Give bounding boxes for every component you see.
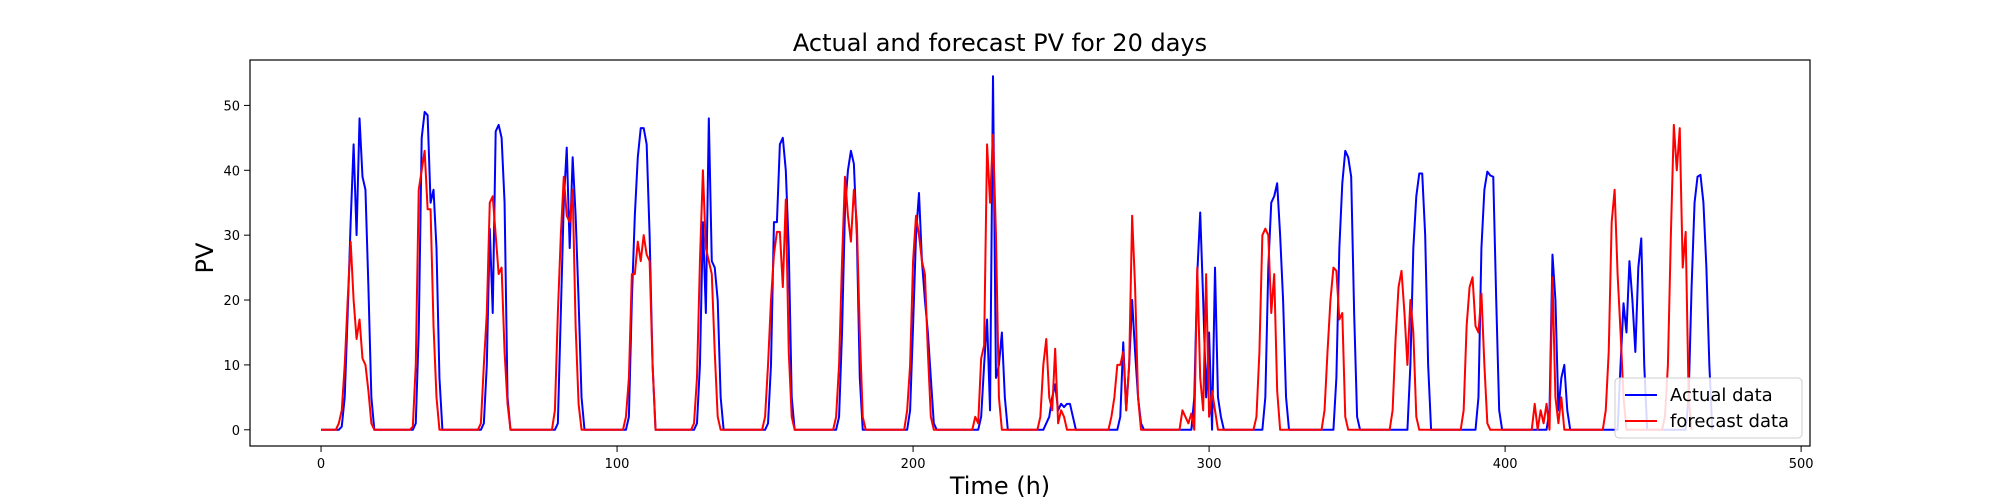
x-tick-label: 200 bbox=[901, 457, 926, 472]
y-tick-label: 40 bbox=[223, 164, 240, 179]
y-tick-label: 20 bbox=[223, 294, 240, 309]
series-line-actual bbox=[321, 75, 1714, 431]
x-tick-label: 400 bbox=[1493, 457, 1518, 472]
y-tick-label: 50 bbox=[223, 99, 240, 114]
x-tick-label: 500 bbox=[1789, 457, 1814, 472]
y-tick-label: 10 bbox=[223, 359, 240, 374]
legend-label: forecast data bbox=[1670, 411, 1789, 432]
legend-label: Actual data bbox=[1670, 385, 1773, 406]
y-tick-label: 0 bbox=[232, 424, 240, 439]
axes-frame bbox=[249, 59, 1811, 447]
legend-box bbox=[1614, 377, 1803, 439]
y-axis-label: PV bbox=[191, 242, 219, 273]
x-axis-label: Time (h) bbox=[949, 472, 1050, 500]
series-line-forecast bbox=[321, 123, 1693, 431]
y-tick-label: 30 bbox=[223, 229, 240, 244]
x-tick-label: 100 bbox=[605, 457, 630, 472]
x-tick-label: 300 bbox=[1197, 457, 1222, 472]
plot-area: 0 100 200 300 400 500 0 10 20 30 40 50 Actual data fo… bbox=[223, 59, 1814, 472]
chart-title: Actual and forecast PV for 20 days bbox=[793, 29, 1207, 57]
x-tick-label: 0 bbox=[317, 457, 325, 472]
